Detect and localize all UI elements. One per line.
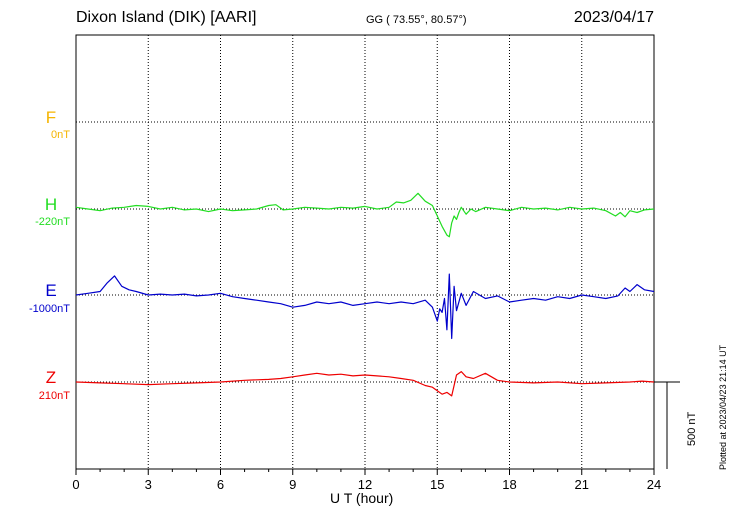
x-tick-label: 12 xyxy=(358,477,372,492)
component-f-label: F xyxy=(45,108,57,127)
scale-bar-label: 500 nT xyxy=(686,411,698,446)
component-e-offset: -1000nT xyxy=(29,303,70,315)
x-axis-title: U T (hour) xyxy=(330,490,394,506)
x-tick-label: 6 xyxy=(217,477,224,492)
plotted-at-note: Plotted at 2023/04/23 21:14 UT xyxy=(718,344,728,470)
x-ticks: 0 3 6 9 12 15 18 21 24 xyxy=(72,469,661,492)
x-tick-label: 21 xyxy=(575,477,589,492)
component-f-offset: 0nT xyxy=(51,129,70,141)
chart-title: Dixon Island (DIK) [AARI] xyxy=(76,9,257,26)
x-tick-label: 18 xyxy=(502,477,516,492)
component-z-offset: 210nT xyxy=(38,390,70,402)
series-z xyxy=(75,371,655,397)
x-tick-label: 15 xyxy=(430,477,444,492)
series-e xyxy=(75,273,655,340)
series-group xyxy=(75,192,655,397)
component-z-label: Z xyxy=(45,368,57,387)
series-h xyxy=(75,192,655,238)
x-tick-label: 24 xyxy=(647,477,661,492)
x-tick-label: 3 xyxy=(145,477,152,492)
grid xyxy=(76,35,654,469)
coordinates-label: GG ( 73.55°, 80.57°) xyxy=(366,14,467,26)
x-tick-label: 0 xyxy=(72,477,79,492)
scale-bar xyxy=(654,381,680,469)
component-h-offset: -220nT xyxy=(35,216,70,228)
component-e-label: E xyxy=(45,281,57,300)
component-h-label: H xyxy=(44,195,58,214)
x-tick-label: 9 xyxy=(289,477,296,492)
date-label: 2023/04/17 xyxy=(573,9,654,26)
